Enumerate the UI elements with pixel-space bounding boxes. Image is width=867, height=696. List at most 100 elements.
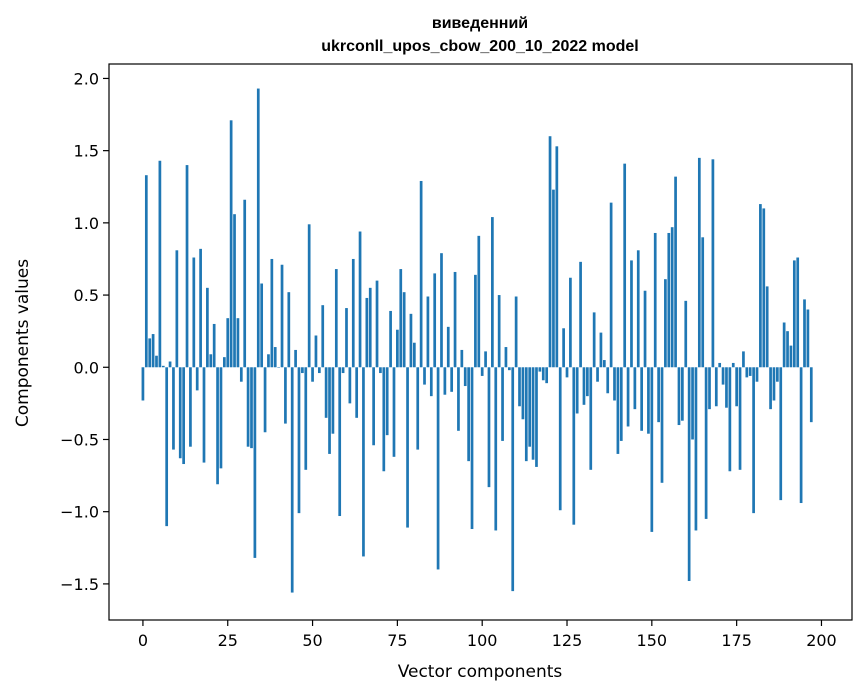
bar-87 <box>436 367 440 570</box>
bar-180 <box>752 367 755 514</box>
bars-group <box>141 88 813 593</box>
bar-154 <box>664 279 667 368</box>
bar-145 <box>633 367 637 410</box>
bar-155 <box>667 232 671 368</box>
bar-52 <box>317 367 321 374</box>
bar-100 <box>480 367 484 376</box>
bar-116 <box>535 367 538 467</box>
x-axis-label: Vector components <box>398 662 563 682</box>
bar-3 <box>151 334 155 368</box>
bar-170 <box>718 362 722 368</box>
bar-103 <box>491 217 494 368</box>
bar-22 <box>216 367 219 485</box>
bar-171 <box>721 367 725 385</box>
bar-36 <box>263 367 267 433</box>
x-tick-label: 100 <box>467 631 498 650</box>
bar-98 <box>474 274 477 368</box>
bar-5 <box>158 160 162 368</box>
x-tick-label: 125 <box>552 631 583 650</box>
bar-117 <box>538 367 542 372</box>
bar-19 <box>206 287 209 368</box>
y-tick-label: 1.5 <box>74 142 99 161</box>
bar-112 <box>521 367 525 420</box>
bar-43 <box>287 292 291 368</box>
bar-151 <box>653 232 657 368</box>
bar-59 <box>341 367 345 374</box>
bar-29 <box>239 367 243 382</box>
y-axis-ticks: −1.5 −1.0 −0.5 0.0 0.5 1.0 1.5 2.0 <box>60 69 109 594</box>
bar-126 <box>569 277 572 368</box>
x-axis-ticks: 0 25 50 75 100 125 150 175 200 <box>138 620 837 650</box>
bar-106 <box>501 367 504 441</box>
bar-61 <box>348 367 352 404</box>
bar-121 <box>552 189 555 368</box>
bar-129 <box>579 261 582 368</box>
bar-160 <box>684 300 688 368</box>
bar-114 <box>528 367 532 447</box>
bar-110 <box>514 296 518 368</box>
bar-35 <box>260 283 264 368</box>
bar-62 <box>351 258 355 368</box>
bar-63 <box>355 367 359 418</box>
bar-17 <box>199 248 202 368</box>
bar-42 <box>284 367 287 424</box>
bar-23 <box>219 367 223 469</box>
x-tick-label: 0 <box>138 631 148 650</box>
x-tick-label: 50 <box>302 631 322 650</box>
bar-28 <box>236 318 240 368</box>
bar-73 <box>389 310 392 368</box>
bar-93 <box>457 367 460 431</box>
bar-78 <box>406 367 409 528</box>
bar-1 <box>144 175 148 368</box>
bar-168 <box>711 159 715 368</box>
bar-90 <box>446 326 450 368</box>
bar-25 <box>226 318 230 368</box>
x-tick-label: 25 <box>218 631 238 650</box>
bar-94 <box>460 349 464 368</box>
x-tick-label: 150 <box>637 631 668 650</box>
bar-161 <box>687 367 691 582</box>
y-tick-label: 1.0 <box>74 214 99 233</box>
bar-113 <box>524 367 528 462</box>
bar-195 <box>803 299 806 368</box>
bar-20 <box>209 354 213 368</box>
bar-4 <box>155 355 158 368</box>
bar-120 <box>548 136 552 368</box>
bar-187 <box>776 367 779 382</box>
bar-46 <box>297 367 301 514</box>
y-tick-label: 0.5 <box>74 286 99 305</box>
y-tick-label: 2.0 <box>74 69 99 88</box>
bar-165 <box>701 237 705 368</box>
bar-172 <box>725 367 728 408</box>
bar-148 <box>643 290 647 368</box>
bar-137 <box>606 367 610 394</box>
y-tick-label: −0.5 <box>60 430 99 449</box>
bar-185 <box>769 367 772 410</box>
bar-32 <box>250 367 253 449</box>
bar-99 <box>477 235 481 368</box>
bar-26 <box>229 120 233 368</box>
bar-11 <box>178 367 182 459</box>
bar-183 <box>762 208 766 368</box>
bar-128 <box>575 367 579 414</box>
bar-41 <box>280 264 284 368</box>
bar-136 <box>602 360 606 368</box>
bar-192 <box>792 260 796 368</box>
bar-135 <box>599 332 603 368</box>
bar-60 <box>345 308 348 368</box>
bar-104 <box>494 367 498 531</box>
bar-133 <box>592 312 596 368</box>
bar-31 <box>246 367 250 447</box>
bar-53 <box>321 305 325 368</box>
bar-8 <box>168 361 172 368</box>
bar-163 <box>694 367 698 531</box>
bar-142 <box>623 163 627 368</box>
bar-175 <box>735 367 738 407</box>
bar-2 <box>148 338 152 368</box>
bar-153 <box>660 367 664 483</box>
bar-40 <box>277 367 280 368</box>
bar-50 <box>311 367 314 382</box>
bar-190 <box>786 331 789 368</box>
bar-102 <box>487 367 491 488</box>
